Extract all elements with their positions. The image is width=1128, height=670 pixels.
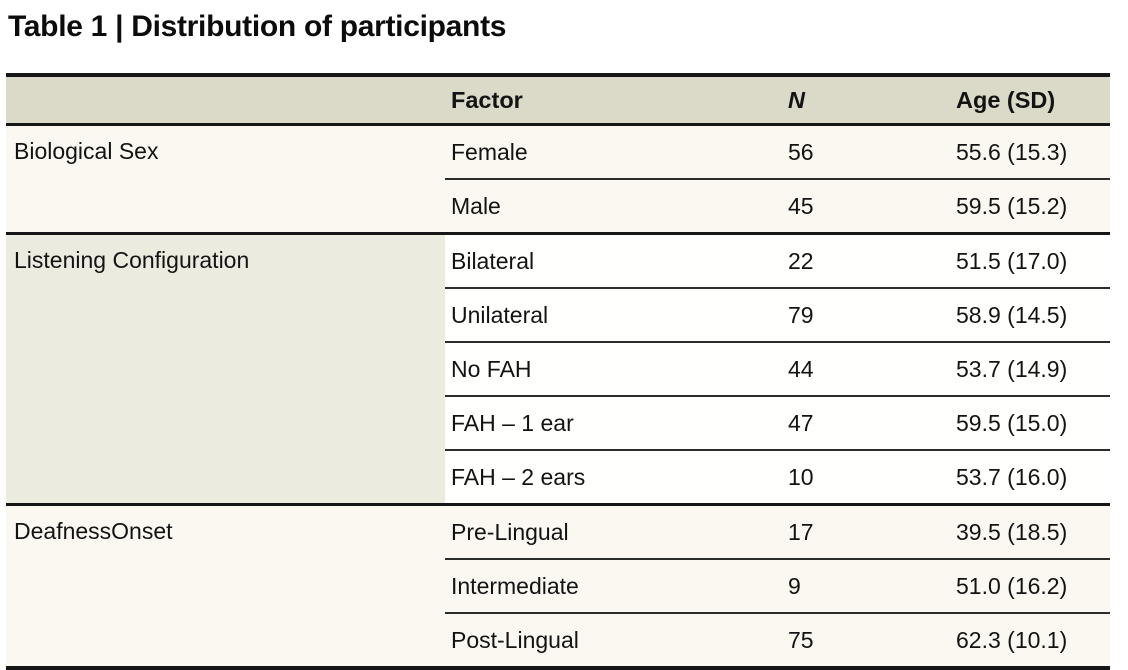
cell-n: 56 xyxy=(782,123,950,179)
table-title: Table 1 | Distribution of participants xyxy=(8,10,507,43)
header-row: Factor N Age (SD) xyxy=(6,75,1110,126)
cell-n: 17 xyxy=(782,503,950,559)
cell-n: 9 xyxy=(782,558,950,613)
cell-n: 10 xyxy=(782,449,950,505)
group-biological-sex: Biological Sex Female 56 55.6 (15.3) Male 45 5… xyxy=(6,123,1110,234)
cell-n: 45 xyxy=(782,178,950,234)
cell-age-sd: 53.7 (14.9) xyxy=(950,341,1110,396)
group-label: Listening Configuration xyxy=(6,232,445,505)
cell-n: 79 xyxy=(782,287,950,342)
table-row: DeafnessOnset Pre-Lingual 17 39.5 (18.5) xyxy=(6,503,1110,668)
group-label: DeafnessOnset xyxy=(6,503,445,668)
cell-age-sd: 51.5 (17.0) xyxy=(950,232,1110,288)
participants-table: Factor N Age (SD) Biological Sex Female 56… xyxy=(6,73,1110,670)
cell-factor: Unilateral xyxy=(445,287,782,342)
table-row: Unilateral 79 58.9 (14.5) xyxy=(6,287,1110,342)
cell-n: 44 xyxy=(782,341,950,396)
table-header: Factor N Age (SD) xyxy=(6,75,1110,126)
header-cell-age: Age (SD) xyxy=(950,75,1110,126)
group-label: Biological Sex xyxy=(6,123,445,234)
table-row: FAH – 1 ear 47 59.5 (15.0) xyxy=(6,395,1110,450)
cell-n: 22 xyxy=(782,232,950,288)
cell-factor: Post-Lingual xyxy=(445,612,782,668)
cell-factor: Intermediate xyxy=(445,558,782,613)
cell-n: 75 xyxy=(782,612,950,668)
cell-factor: Bilateral xyxy=(445,232,782,288)
cell-age-sd: 59.5 (15.0) xyxy=(950,395,1110,450)
header-cell-n: N xyxy=(782,75,950,126)
cell-age-sd: 55.6 (15.3) xyxy=(950,123,1110,179)
cell-factor: No FAH xyxy=(445,341,782,396)
table-row: Biological Sex Female 56 55.6 (15.3) xyxy=(6,123,1110,234)
header-cell-group xyxy=(6,75,445,126)
cell-age-sd: 51.0 (16.2) xyxy=(950,558,1110,613)
group-deafnessonset: DeafnessOnset Pre-Lingual 17 39.5 (18.5) Int… xyxy=(6,503,1110,668)
table-row: No FAH 44 53.7 (14.9) xyxy=(6,341,1110,396)
cell-n: 47 xyxy=(782,395,950,450)
cell-age-sd: 62.3 (10.1) xyxy=(950,612,1110,668)
cell-factor: Female xyxy=(445,123,782,179)
cell-factor: Male xyxy=(445,178,782,234)
cell-factor: FAH – 2 ears xyxy=(445,449,782,505)
cell-age-sd: 58.9 (14.5) xyxy=(950,287,1110,342)
header-cell-factor: Factor xyxy=(445,75,782,126)
table-row: Intermediate 9 51.0 (16.2) xyxy=(6,558,1110,613)
cell-age-sd: 53.7 (16.0) xyxy=(950,449,1110,505)
table-row: Post-Lingual 75 62.3 (10.1) xyxy=(6,612,1110,668)
cell-factor: FAH – 1 ear xyxy=(445,395,782,450)
group-listening-configuration: Listening Configuration Bilateral 22 51.5 (… xyxy=(6,232,1110,505)
cell-age-sd: 39.5 (18.5) xyxy=(950,503,1110,559)
table-row: FAH – 2 ears 10 53.7 (16.0) xyxy=(6,449,1110,505)
cell-age-sd: 59.5 (15.2) xyxy=(950,178,1110,234)
cell-factor: Pre-Lingual xyxy=(445,503,782,559)
table-row: Male 45 59.5 (15.2) xyxy=(6,178,1110,234)
page: Table 1 | Distribution of participants F… xyxy=(0,8,1128,670)
table-row: Listening Configuration Bilateral 22 51.5 (… xyxy=(6,232,1110,505)
